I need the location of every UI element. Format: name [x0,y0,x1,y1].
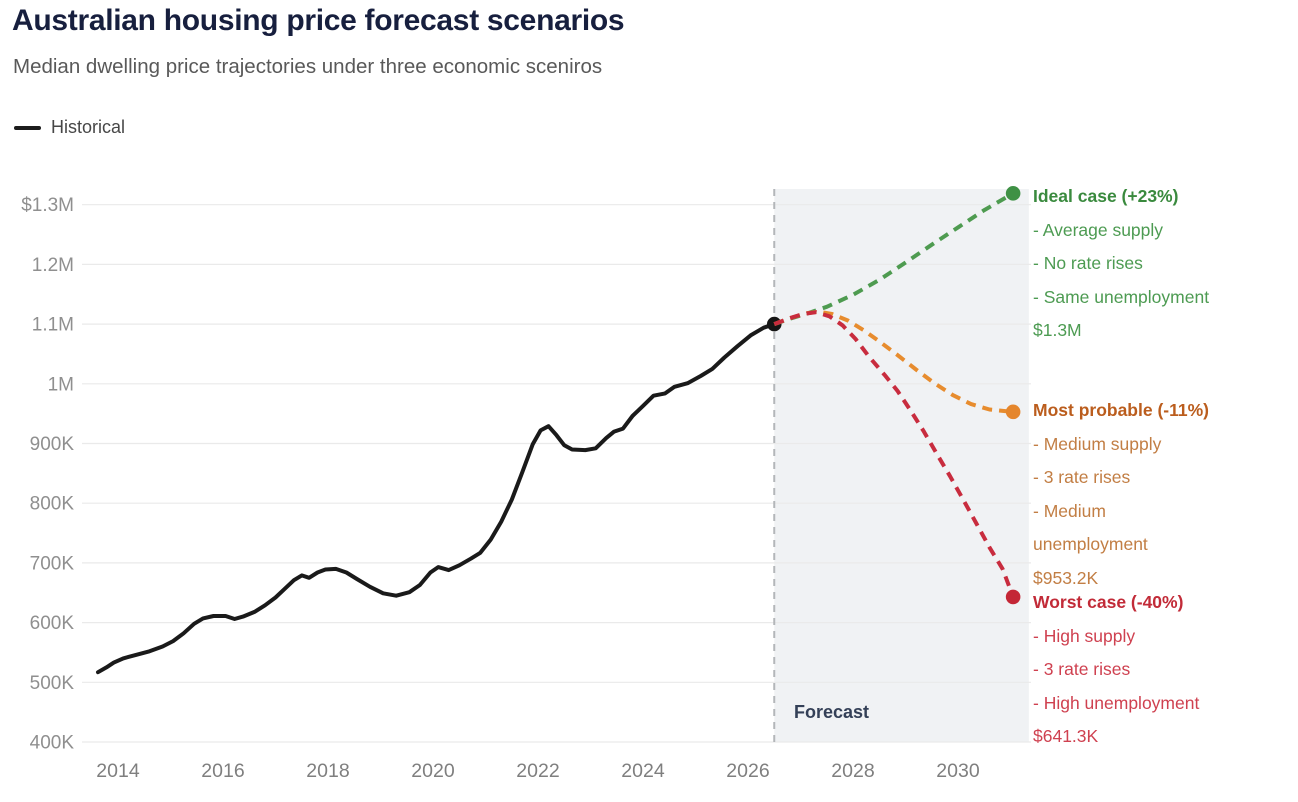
series-line-historical [96,322,777,675]
series-end-dot-ideal-case [1005,186,1021,201]
scenario-note-ideal: Ideal case (+23%) - Average supply - No r… [1033,180,1209,348]
x-tick-label: 2014 [96,760,140,782]
series-end-dot-most-probable [1005,404,1021,420]
series-line-worst-case [773,310,1015,598]
scenario-detail-line: unemployment [1033,534,1148,554]
y-tick-label: 600K [30,613,75,634]
y-tick-label: 700K [30,553,75,574]
historical-line-swatch [14,125,41,130]
y-axis-labels: 400K 500K 600K 700K 800K 900K 1M 1.1M 1.2M $1.3M [21,195,74,753]
scenario-price: $1.3M [1033,320,1082,340]
scenario-note-worst: Worst case (-40%) - High supply - 3 rate … [1033,586,1199,754]
scenario-price: $953.2K [1033,567,1099,588]
x-tick-label: 2020 [411,760,455,782]
scenario-detail-line: - High unemployment [1033,692,1200,713]
scenario-detail-line: - Medium supply [1033,433,1162,454]
x-tick-label: 2018 [306,760,349,782]
y-tick-label: 900K [30,434,75,455]
scenario-detail-line: - Medium [1033,500,1106,521]
scenario-note-most-probable: Most probable (-11%) - Medium supply - 3 … [1033,394,1209,595]
x-tick-label: 2030 [936,760,980,782]
series-end-dot-historical [766,316,782,332]
scenario-title: Most probable (-11%) [1033,400,1209,420]
y-tick-label: 800K [30,494,75,515]
y-tick-label: $1.3M [21,195,74,216]
x-tick-label: 2024 [621,760,665,782]
legend: Historical [14,117,125,138]
x-tick-label: 2022 [516,760,559,782]
forecast-region [774,189,1029,742]
x-axis-labels: 2014 2016 2018 2020 2022 2024 2026 2028 2030 [96,760,980,782]
scenario-details: - Average supply - No rate rises - Same un… [1033,214,1209,315]
scenario-detail-line: - 3 rate rises [1033,659,1131,679]
page-title: Australian housing price forecast scenar… [12,4,625,37]
gridlines [82,204,1031,743]
y-tick-label: 400K [30,733,75,754]
scenario-price: $641.3K [1033,726,1099,746]
scenario-detail-line: - Same unemployment [1033,286,1210,307]
forecast-region-label: Forecast [794,702,870,722]
series-end-dot-worst-case [1005,589,1021,605]
x-tick-label: 2016 [201,760,244,782]
scenario-title: Ideal case (+23%) [1033,186,1179,206]
scenario-detail-line: - 3 rate rises [1033,467,1131,487]
scenario-details: - High supply - 3 rate rises - High unempl… [1033,620,1199,721]
scenario-detail-line: - High supply [1033,625,1136,646]
legend-label-historical: Historical [51,117,126,137]
y-tick-label: 500K [30,673,75,694]
y-tick-label: 1.2M [32,255,74,276]
scenario-detail-line: - Average supply [1033,219,1164,240]
scenario-details: - Medium supply - 3 rate rises - Medium une… [1033,428,1209,562]
x-tick-label: 2028 [831,760,874,782]
y-tick-label: 1M [48,374,74,395]
page-subtitle: Median dwelling price trajectories under… [13,55,603,78]
scenario-detail-line: - No rate rises [1033,253,1143,273]
y-tick-label: 1.1M [32,315,74,336]
x-tick-label: 2026 [726,760,769,782]
scenario-title: Worst case (-40%) [1033,592,1184,612]
